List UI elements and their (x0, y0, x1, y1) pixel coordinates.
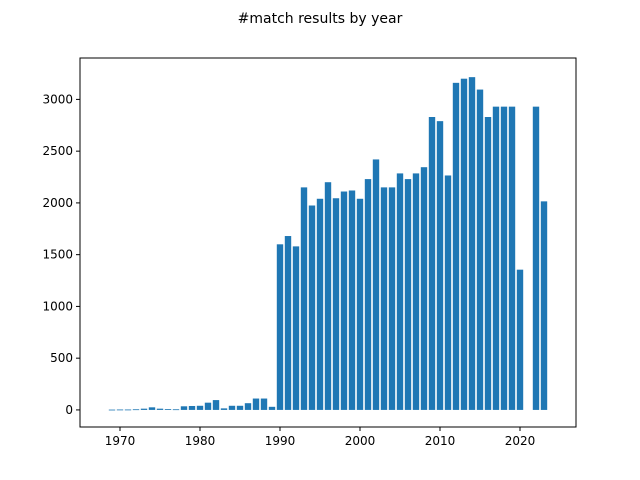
bar-1972 (132, 409, 140, 411)
bars-group (108, 77, 548, 411)
bar-2022 (532, 106, 540, 410)
bar-2004 (388, 187, 396, 410)
bar-2010 (436, 121, 444, 410)
x-axis-ticks: 1970 1980 1990 2000 2010 2020 (105, 427, 536, 448)
bar-2002 (372, 159, 380, 410)
bar-2019 (508, 106, 516, 410)
bar-2000 (356, 198, 364, 410)
bar-1990 (276, 244, 284, 410)
bar-2009 (428, 117, 436, 410)
bar-1987 (252, 398, 260, 410)
bar-2012 (452, 82, 460, 410)
x-tick-label-2020: 2020 (505, 434, 536, 448)
y-tick-label-3000: 3000 (42, 92, 73, 106)
bar-1989 (268, 406, 276, 410)
bar-1982 (212, 400, 220, 410)
y-tick-label-0: 0 (65, 403, 73, 417)
bar-2005 (396, 173, 404, 410)
bar-2020 (516, 269, 524, 410)
bar-1996 (324, 182, 332, 410)
x-tick-label-1990: 1990 (265, 434, 296, 448)
bar-1991 (284, 236, 292, 410)
y-tick-label-500: 500 (50, 351, 73, 365)
bar-2003 (380, 187, 388, 410)
bar-2023 (540, 201, 548, 410)
y-axis-ticks: 0 500 1000 1500 2000 2500 3000 (42, 92, 80, 417)
bar-1993 (300, 187, 308, 410)
bar-1981 (204, 402, 212, 410)
bar-1977 (172, 409, 180, 411)
bar-1988 (260, 398, 268, 410)
bar-2006 (404, 179, 412, 410)
bar-1985 (236, 405, 244, 410)
plot-frame (79, 57, 577, 428)
bar-2013 (460, 78, 468, 410)
x-tick-label-2010: 2010 (425, 434, 456, 448)
y-tick-label-1000: 1000 (42, 299, 73, 313)
bar-1976 (164, 409, 172, 410)
bar-1971 (124, 409, 132, 411)
y-tick-label-1500: 1500 (42, 248, 73, 262)
bar-1973 (140, 408, 148, 410)
x-tick-label-2000: 2000 (345, 434, 376, 448)
bar-1970 (116, 409, 124, 411)
bar-1998 (340, 191, 348, 410)
bar-1975 (156, 408, 164, 410)
x-tick-label-1980: 1980 (185, 434, 216, 448)
x-tick-label-1970: 1970 (105, 434, 136, 448)
y-tick-label-2000: 2000 (42, 196, 73, 210)
bar-1983 (220, 408, 228, 410)
bar-2018 (500, 106, 508, 410)
bar-1969 (108, 409, 116, 411)
bar-2001 (364, 179, 372, 410)
bar-2008 (420, 167, 428, 410)
bar-1980 (196, 405, 204, 410)
bar-1994 (308, 205, 316, 410)
bar-2017 (492, 106, 500, 410)
bar-1984 (228, 405, 236, 410)
bar-1974 (148, 407, 156, 410)
bar-1986 (244, 403, 252, 410)
bar-1999 (348, 190, 356, 410)
bar-1997 (332, 198, 340, 410)
chart-title: #match results by year (238, 11, 403, 27)
bar-2016 (484, 117, 492, 410)
bar-1995 (316, 198, 324, 410)
bar-1978 (180, 406, 188, 410)
bar-1979 (188, 405, 196, 410)
y-tick-label-2500: 2500 (42, 144, 73, 158)
bar-2011 (444, 175, 452, 410)
bar-1992 (292, 246, 300, 410)
bar-2007 (412, 173, 420, 410)
bar-2015 (476, 89, 484, 410)
bar-2014 (468, 77, 476, 410)
